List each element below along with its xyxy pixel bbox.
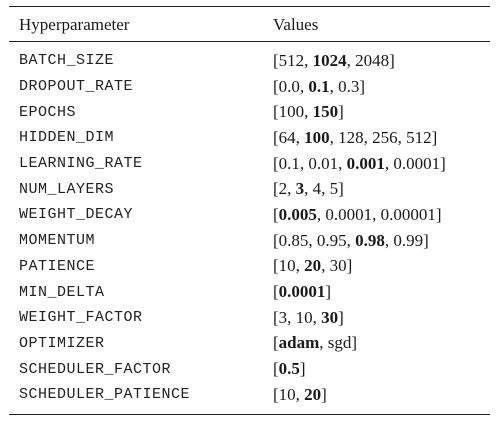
- candidate-value: 4: [312, 179, 322, 199]
- hyperparameter-values: [10, 20]: [273, 384, 327, 404]
- table-row: WEIGHT_DECAY [0.005, 0.0001, 0.00001]: [9, 202, 490, 228]
- hyperparameter-values: [0.85, 0.95, 0.98, 0.99]: [273, 230, 429, 250]
- table-row: HIDDEN_DIM [64, 100, 128, 256, 512]: [9, 125, 490, 151]
- hyperparameter-values: [512, 1024, 2048]: [273, 50, 395, 70]
- selected-value: 20: [304, 384, 322, 404]
- candidate-value: 0.0001: [393, 153, 441, 173]
- candidate-value: 64: [278, 127, 296, 147]
- candidate-value: 5: [329, 179, 339, 199]
- header-values: Values: [273, 14, 319, 34]
- hyperparameter-name: WEIGHT_FACTOR: [19, 309, 143, 327]
- selected-value: 0.1: [308, 76, 330, 96]
- hyperparameter-values: [100, 150]: [273, 102, 344, 122]
- candidate-value: 0.1: [278, 153, 300, 173]
- candidate-value: 0.85: [278, 230, 309, 250]
- candidate-value: 0.95: [316, 230, 347, 250]
- hyperparameter-values: [adam, sgd]: [273, 333, 358, 353]
- candidate-value: 128: [338, 127, 364, 147]
- candidate-value: 30: [329, 256, 347, 276]
- candidate-value: 10: [278, 256, 296, 276]
- header-rule: [9, 41, 490, 42]
- candidate-value: 3: [278, 307, 288, 327]
- selected-value: 100: [304, 127, 330, 147]
- header-hyperparameter: Hyperparameter: [19, 14, 130, 34]
- selected-value: 150: [312, 102, 339, 122]
- table-row: BATCH_SIZE [512, 1024, 2048]: [9, 48, 490, 74]
- hyperparameter-name: OPTIMIZER: [19, 334, 105, 352]
- selected-value: 0.005: [278, 204, 317, 224]
- hyperparameter-name: BATCH_SIZE: [19, 52, 115, 70]
- hyperparameter-values: [0.0, 0.1, 0.3]: [273, 76, 366, 96]
- selected-value: 1024: [312, 50, 347, 70]
- table-body: BATCH_SIZE [512, 1024, 2048] DROPOUT_RATE […: [9, 42, 490, 414]
- selected-value: 20: [304, 256, 322, 276]
- table-row: WEIGHT_FACTOR [3, 10, 30]: [9, 305, 490, 331]
- table-row: PATIENCE [10, 20, 30]: [9, 254, 490, 280]
- hyperparameter-name: SCHEDULER_PATIENCE: [19, 386, 191, 404]
- candidate-value: 0.01: [308, 153, 339, 173]
- hyperparameter-name: LEARNING_RATE: [19, 155, 143, 173]
- table-row: MIN_DELTA [0.0001]: [9, 279, 490, 305]
- hyperparameter-name: WEIGHT_DECAY: [19, 206, 134, 224]
- hyperparameter-name: PATIENCE: [19, 257, 96, 275]
- selected-value: 0.5: [278, 359, 300, 379]
- top-rule: [9, 6, 490, 7]
- candidate-value: 0.00001: [380, 204, 436, 224]
- table-row: OPTIMIZER [adam, sgd]: [9, 331, 490, 357]
- hyperparameter-name: NUM_LAYERS: [19, 180, 115, 198]
- table-row: DROPOUT_RATE [0.0, 0.1, 0.3]: [9, 74, 490, 100]
- selected-value: 3: [295, 179, 305, 199]
- candidate-value: 256: [372, 127, 398, 147]
- bottom-rule: [9, 413, 490, 415]
- header-row: Hyperparameter Values: [9, 7, 490, 41]
- hyperparameter-values: [3, 10, 30]: [273, 307, 344, 327]
- selected-value: 0.0001: [278, 282, 326, 302]
- hyperparameter-values: [2, 3, 4, 5]: [273, 179, 344, 199]
- table-row: LEARNING_RATE [0.1, 0.01, 0.001, 0.0001]: [9, 151, 490, 177]
- candidate-value: 0.0: [278, 76, 300, 96]
- hyperparameter-values: [0.1, 0.01, 0.001, 0.0001]: [273, 153, 446, 173]
- candidate-value: 0.99: [393, 230, 424, 250]
- selected-value: 0.98: [355, 230, 385, 250]
- table-row: NUM_LAYERS [2, 3, 4, 5]: [9, 176, 490, 202]
- hyperparameter-values: [0.005, 0.0001, 0.00001]: [273, 204, 442, 224]
- table-row: SCHEDULER_FACTOR [0.5]: [9, 356, 490, 382]
- hyperparameter-values: [0.0001]: [273, 282, 332, 302]
- hyperparameter-name: HIDDEN_DIM: [19, 129, 115, 147]
- candidate-value: 512: [406, 127, 432, 147]
- candidate-value: 2048: [355, 50, 390, 70]
- candidate-value: 2: [278, 179, 288, 199]
- hyperparameter-values: [10, 20, 30]: [273, 256, 353, 276]
- hyperparameter-name: EPOCHS: [19, 103, 77, 121]
- hyperparameter-table: Hyperparameter Values BATCH_SIZE [512, 10…: [9, 6, 490, 415]
- candidate-value: 0.3: [338, 76, 360, 96]
- selected-value: 0.001: [346, 153, 385, 173]
- hyperparameter-name: MOMENTUM: [19, 232, 96, 250]
- hyperparameter-values: [64, 100, 128, 256, 512]: [273, 127, 438, 147]
- hyperparameter-name: DROPOUT_RATE: [19, 78, 134, 96]
- hyperparameter-name: SCHEDULER_FACTOR: [19, 360, 172, 378]
- selected-value: 30: [321, 307, 339, 327]
- candidate-value: 0.0001: [325, 204, 373, 224]
- candidate-value: 10: [278, 384, 296, 404]
- candidate-value: 512: [278, 50, 305, 70]
- candidate-value: sgd: [327, 333, 352, 353]
- table-row: MOMENTUM [0.85, 0.95, 0.98, 0.99]: [9, 228, 490, 254]
- hyperparameter-name: MIN_DELTA: [19, 283, 105, 301]
- selected-value: adam: [278, 333, 320, 353]
- table-row: SCHEDULER_PATIENCE [10, 20]: [9, 382, 490, 408]
- candidate-value: 100: [278, 102, 305, 122]
- hyperparameter-values: [0.5]: [273, 359, 306, 379]
- table-row: EPOCHS [100, 150]: [9, 99, 490, 125]
- candidate-value: 10: [295, 307, 313, 327]
